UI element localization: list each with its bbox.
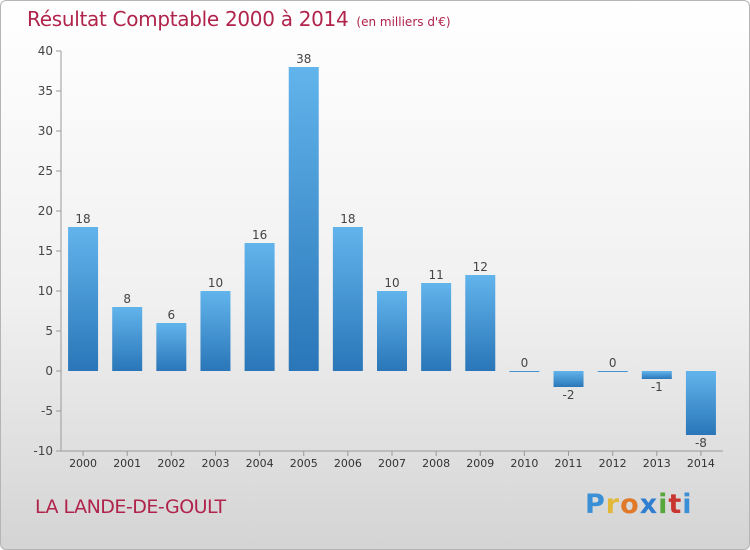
y-tick-label: 15 <box>38 244 53 258</box>
bar-value-label: 10 <box>208 276 223 290</box>
chart-bars <box>68 67 716 435</box>
bar-value-label: 16 <box>252 228 267 242</box>
x-tick-label: 2000 <box>69 457 97 470</box>
bar <box>288 67 319 371</box>
logo-letter: x <box>639 489 659 520</box>
x-tick-label: 2012 <box>599 457 627 470</box>
bar <box>553 371 584 387</box>
y-tick-label: 40 <box>38 44 53 58</box>
bar-value-label: 12 <box>473 260 488 274</box>
bar <box>68 227 99 371</box>
bar-value-label: 6 <box>168 308 176 322</box>
x-tick-label: 2002 <box>157 457 185 470</box>
bar <box>332 227 363 371</box>
x-tick-label: 2013 <box>643 457 671 470</box>
bar <box>200 291 231 371</box>
y-tick-label: 25 <box>38 164 53 178</box>
y-tick-label: -5 <box>41 404 53 418</box>
chart-subtitle: (en milliers d'€) <box>356 15 451 29</box>
logo-letter: t <box>668 489 683 520</box>
x-tick-label: 2004 <box>246 457 274 470</box>
bar <box>641 371 672 379</box>
chart-title-text: Résultat Comptable 2000 à 2014 <box>27 7 349 31</box>
x-tick-label: 2009 <box>466 457 494 470</box>
y-tick-label: 5 <box>45 324 53 338</box>
bar <box>244 243 275 371</box>
y-tick-label: 30 <box>38 124 53 138</box>
bar-value-label: 8 <box>123 292 131 306</box>
bar-value-label: 0 <box>609 356 617 370</box>
bar <box>421 283 452 371</box>
bar-value-label: 11 <box>428 268 443 282</box>
bar-value-label: 10 <box>384 276 399 290</box>
bar <box>465 275 496 371</box>
y-tick-label: 10 <box>38 284 53 298</box>
bar <box>377 291 407 371</box>
y-tick-label: 20 <box>38 204 53 218</box>
bar <box>685 371 716 435</box>
bar-value-label: -2 <box>563 388 575 402</box>
logo-letter: o <box>620 489 640 520</box>
bar-value-label: 18 <box>75 212 90 226</box>
y-tick-label: 0 <box>45 364 53 378</box>
bar-value-label: 0 <box>521 356 529 370</box>
bar-value-label: 18 <box>340 212 355 226</box>
x-tick-label: 2014 <box>687 457 715 470</box>
x-tick-label: 2001 <box>113 457 141 470</box>
proxiti-logo: Proxiti <box>585 489 693 520</box>
x-tick-label: 2008 <box>422 457 450 470</box>
chart-data-labels: 18 8 6 10 16 38 18 10 11 12 0 -2 0 -1 -8 <box>75 52 706 450</box>
bar-value-label: -1 <box>651 380 663 394</box>
logo-letter: i <box>658 489 669 520</box>
bar <box>156 323 187 371</box>
place-name: LA LANDE-DE-GOULT <box>35 496 226 518</box>
y-tick-label: 35 <box>38 84 53 98</box>
bar <box>597 371 628 372</box>
logo-letter: P <box>585 489 606 520</box>
x-tick-label: 2006 <box>334 457 362 470</box>
y-tick-label: -10 <box>33 444 53 458</box>
x-tick-label: 2007 <box>378 457 406 470</box>
bar-value-label: -8 <box>695 436 707 450</box>
x-tick-label: 2005 <box>290 457 318 470</box>
bar <box>509 371 540 372</box>
logo-letter: i <box>682 489 693 520</box>
chart-title: Résultat Comptable 2000 à 2014 (en millie… <box>27 7 451 31</box>
logo-letter: r <box>605 489 621 520</box>
x-tick-label: 2003 <box>201 457 229 470</box>
x-tick-label: 2010 <box>510 457 538 470</box>
bar <box>112 307 143 371</box>
x-tick-label: 2011 <box>555 457 583 470</box>
bar-value-label: 38 <box>296 52 311 66</box>
